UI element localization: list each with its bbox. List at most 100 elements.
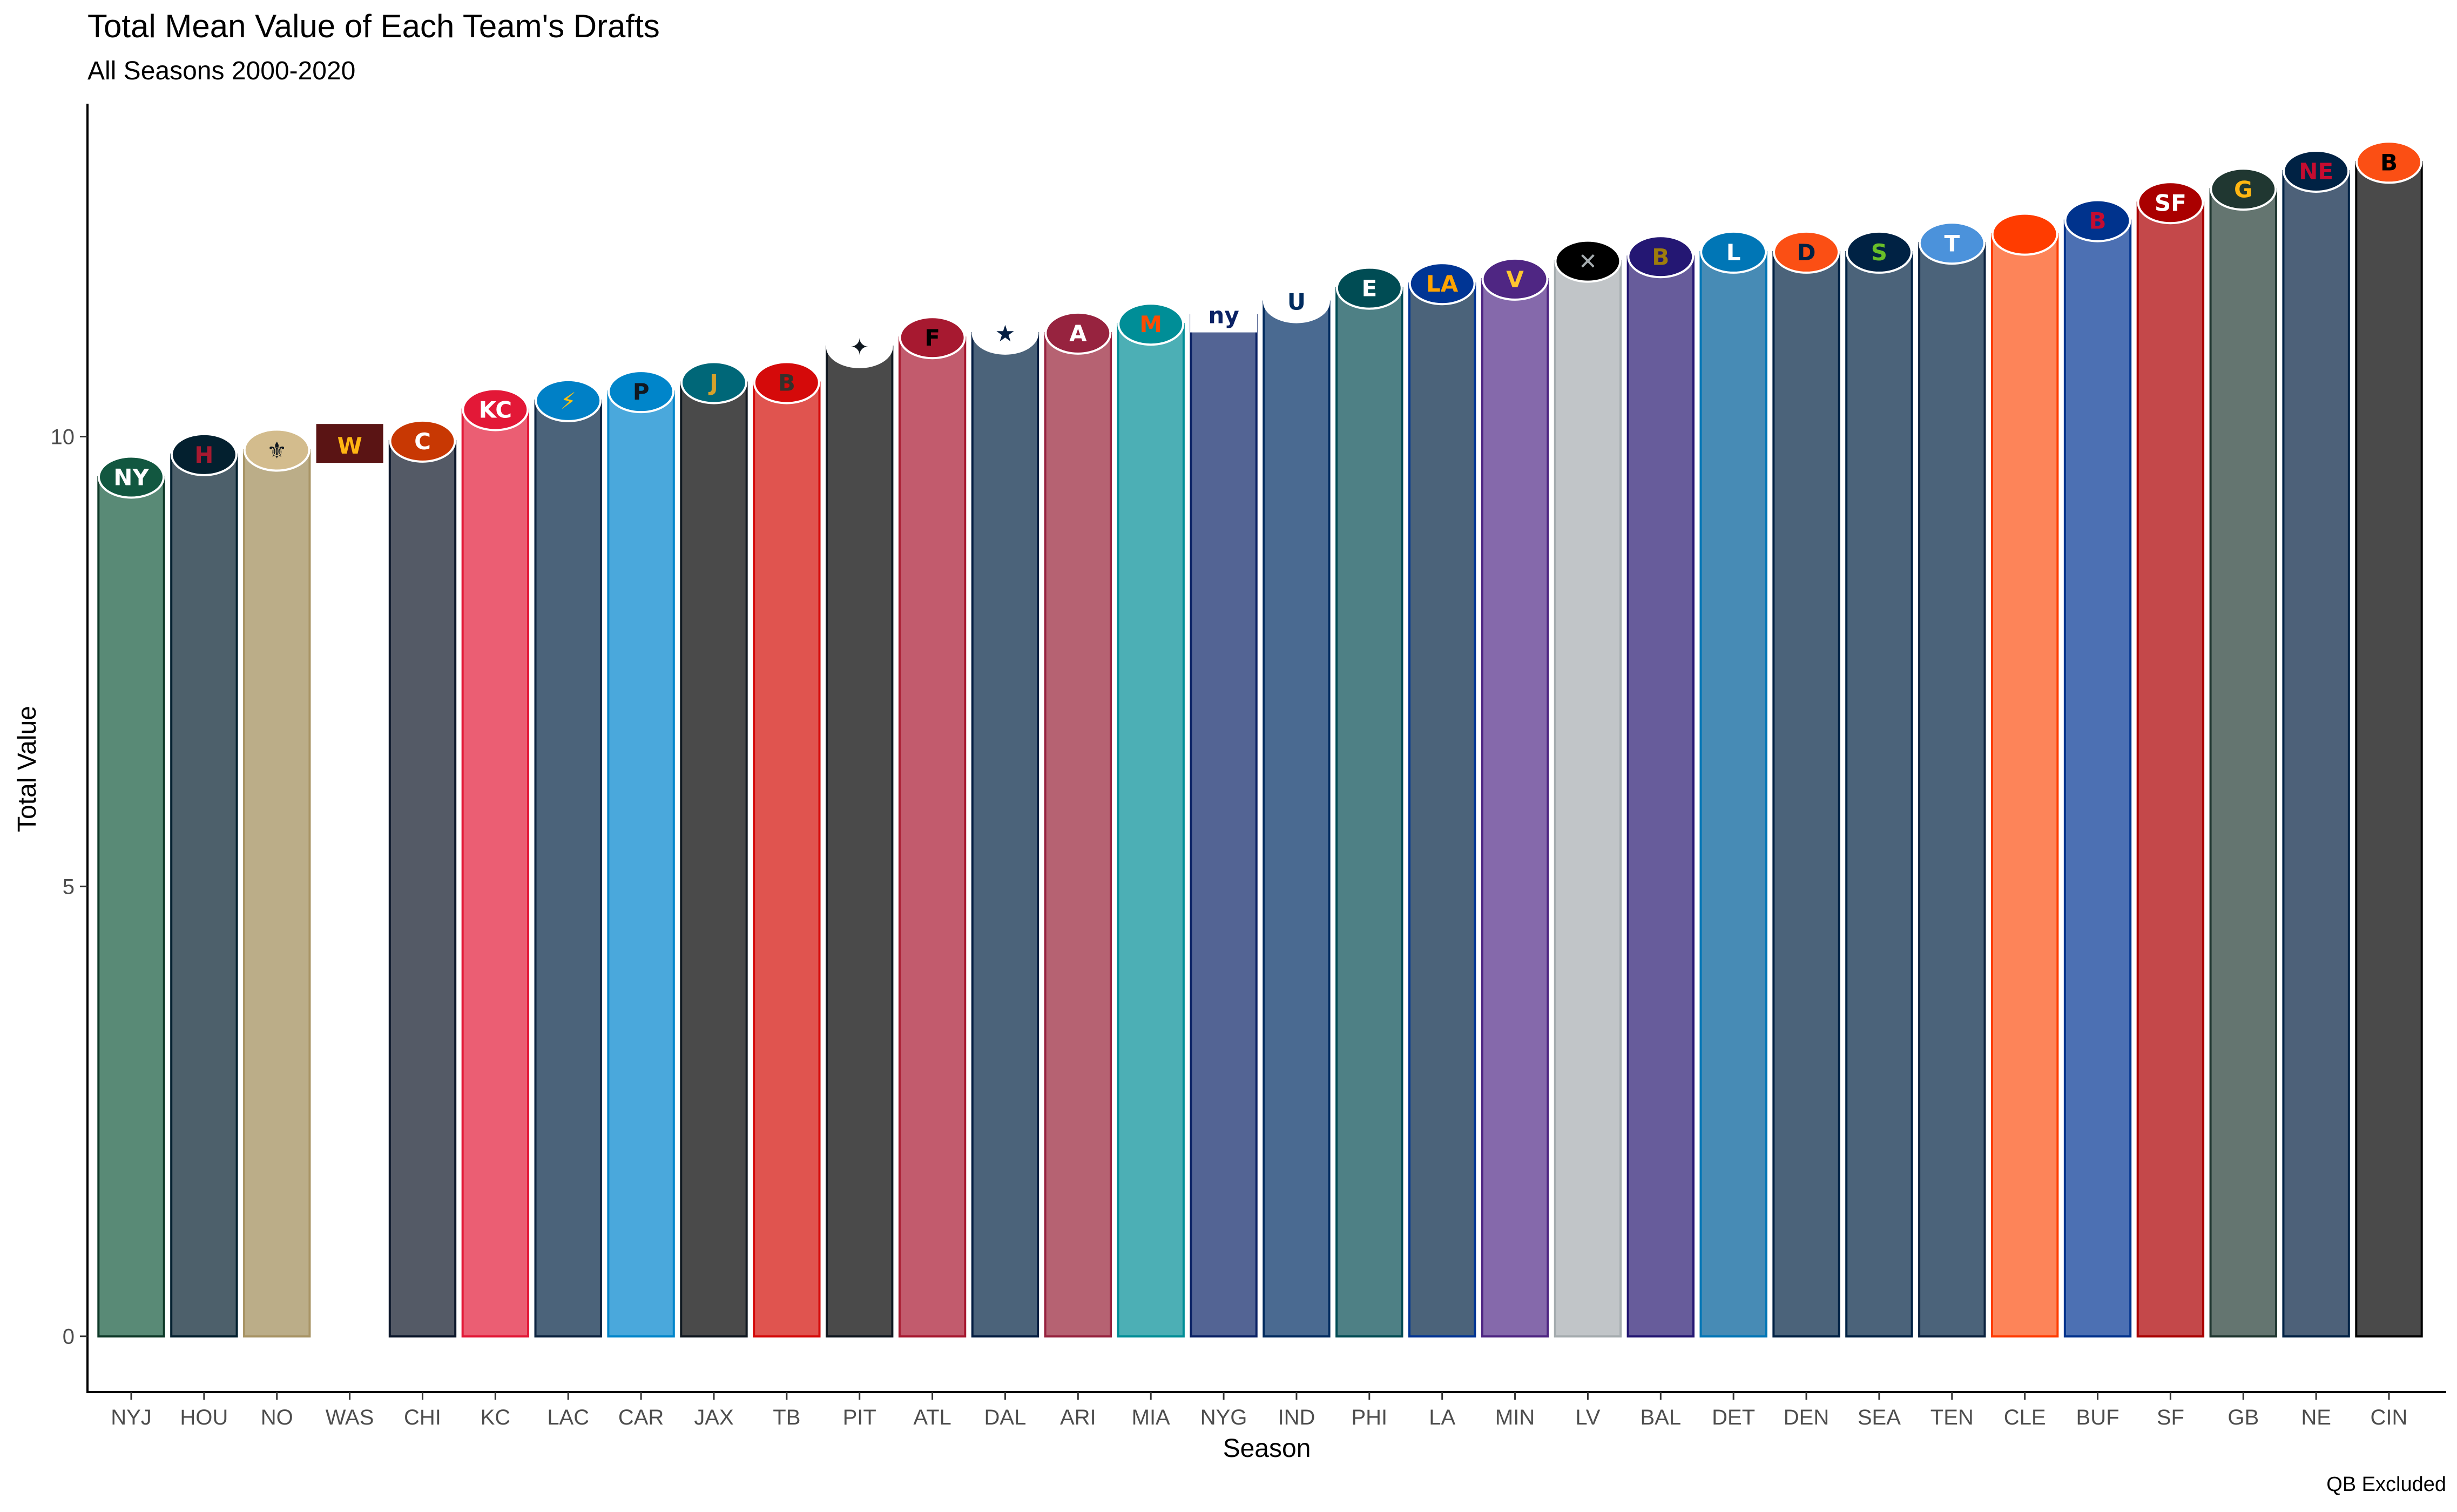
svg-text:B: B <box>1652 244 1669 270</box>
team-logo-sf: SF <box>2137 181 2204 225</box>
team-logo-lac: ⚡ <box>535 379 602 422</box>
team-logo-mia: M <box>1117 302 1185 346</box>
team-logo-hou: H <box>170 433 238 476</box>
x-tick-label-lv: LV <box>1575 1406 1600 1429</box>
x-tick-label-sea: SEA <box>1858 1406 1901 1429</box>
svg-text:H: H <box>194 442 213 468</box>
x-tick-label-cin: CIN <box>2371 1406 2408 1429</box>
bar-la <box>1408 282 1476 1338</box>
svg-text:L: L <box>1726 239 1741 266</box>
bar-det <box>1699 251 1767 1338</box>
x-tick-label-cle: CLE <box>2004 1406 2046 1429</box>
team-logo-tb: B <box>753 361 820 404</box>
bar-ten <box>1918 242 1986 1338</box>
bar-tb <box>753 381 821 1338</box>
team-logo-min: V <box>1481 257 1549 301</box>
team-logo-pit: ✦ <box>826 325 893 368</box>
x-tick-label-pit: PIT <box>843 1406 876 1429</box>
y-axis-title: Total Value <box>13 706 42 832</box>
svg-text:T: T <box>1944 230 1960 256</box>
svg-text:KC: KC <box>479 397 512 423</box>
team-logo-ne: NE <box>2283 149 2350 193</box>
x-tick-label-phi: PHI <box>1351 1406 1387 1429</box>
bar-car <box>607 390 675 1338</box>
x-tick-label-atl: ATL <box>913 1406 951 1429</box>
x-ticks: NYJ HOU NO WAS CHI KC LAC CAR JAX TB PIT ATL DAL ARI M… <box>111 1392 2407 1429</box>
bar-lac <box>534 399 602 1338</box>
svg-text:B: B <box>2380 149 2398 176</box>
team-logo-kc: KC <box>462 388 529 431</box>
team-logo-sea: S <box>1845 230 1913 274</box>
svg-text:D: D <box>1797 239 1816 266</box>
svg-text:C: C <box>414 428 431 455</box>
svg-text:G: G <box>2234 176 2252 202</box>
team-logo-atl: F <box>899 316 966 360</box>
x-tick-label-car: CAR <box>618 1406 664 1429</box>
x-tick-label-buf: BUF <box>2076 1406 2120 1429</box>
team-logo-was: W <box>316 424 383 463</box>
svg-text:E: E <box>1361 275 1377 302</box>
bar-atl <box>898 336 967 1338</box>
svg-text:B: B <box>2089 208 2107 234</box>
bar-lv <box>1554 260 1622 1338</box>
svg-text:B: B <box>778 370 795 396</box>
x-tick-label-was: WAS <box>326 1406 374 1429</box>
bar-hou <box>170 453 238 1338</box>
bar-ne <box>2282 170 2350 1338</box>
x-tick-label-det: DET <box>1712 1406 1755 1429</box>
team-logo-buf: B <box>2064 199 2131 242</box>
svg-text:P: P <box>633 379 650 405</box>
chart-caption: QB Excluded <box>2326 1473 2446 1496</box>
team-logo-no: ⚜ <box>243 428 310 472</box>
x-tick-label-ari: ARI <box>1060 1406 1096 1429</box>
bar-chi <box>388 440 457 1338</box>
x-tick-label-min: MIN <box>1495 1406 1535 1429</box>
svg-text:✕: ✕ <box>1578 248 1597 275</box>
bar-phi <box>1335 287 1403 1338</box>
bar-ind <box>1263 300 1331 1338</box>
bar-nyj <box>97 476 165 1338</box>
team-logo-den: D <box>1773 230 1840 274</box>
x-tick-label-dal: DAL <box>984 1406 1027 1429</box>
team-logo-cin: B <box>2355 140 2422 184</box>
y-tick-label-5: 5 <box>63 875 75 899</box>
bar-nyg <box>1190 314 1258 1338</box>
team-logo-car: P <box>608 370 675 414</box>
y-tick-label-0: 0 <box>63 1325 75 1349</box>
bar-kc <box>461 408 530 1338</box>
x-tick-label-jax: JAX <box>694 1406 733 1429</box>
team-logo-cle <box>1991 212 2058 256</box>
x-tick-label-no: NO <box>261 1406 293 1429</box>
bar-bal <box>1626 255 1695 1338</box>
bar-pit <box>826 345 894 1338</box>
bar-ari <box>1044 332 1112 1338</box>
team-logo-nyj: NY <box>98 455 165 499</box>
team-logo-dal: ★ <box>971 311 1039 355</box>
svg-text:★: ★ <box>995 320 1016 347</box>
svg-text:LA: LA <box>1426 271 1459 297</box>
svg-text:W: W <box>337 433 362 459</box>
x-tick-label-ten: TEN <box>1931 1406 1974 1429</box>
x-tick-label-kc: KC <box>481 1406 511 1429</box>
bar-was <box>315 444 384 1338</box>
team-logo-ari: A <box>1044 311 1112 355</box>
svg-text:V: V <box>1506 266 1524 293</box>
bar-jax <box>680 381 748 1338</box>
chart-subtitle: All Seasons 2000-2020 <box>87 57 356 85</box>
bars-group <box>97 161 2423 1338</box>
x-tick-label-lac: LAC <box>547 1406 589 1429</box>
team-logo-jax: J <box>680 361 747 404</box>
svg-text:NY: NY <box>113 464 149 490</box>
x-tick-label-nyj: NYJ <box>111 1406 152 1429</box>
chart-title: Total Mean Value of Each Team's Drafts <box>87 8 660 44</box>
bar-cle <box>1990 233 2059 1338</box>
bar-cin <box>2355 161 2423 1338</box>
svg-text:✦: ✦ <box>850 334 869 360</box>
bar-dal <box>971 332 1040 1338</box>
bar-buf <box>2063 219 2132 1338</box>
x-tick-label-nyg: NYG <box>1200 1406 1247 1429</box>
team-logo-la: LA <box>1408 262 1476 306</box>
